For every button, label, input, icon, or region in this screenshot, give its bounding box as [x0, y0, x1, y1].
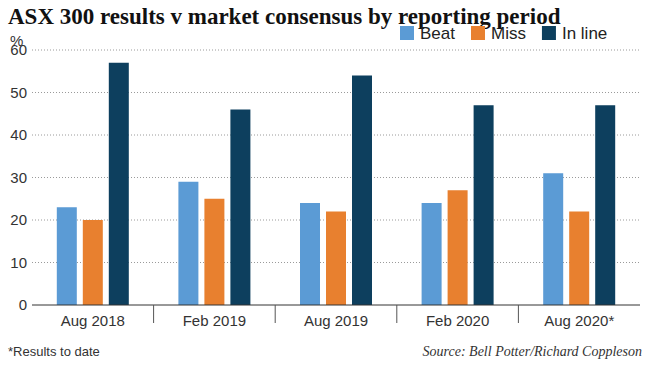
y-tick-label: 40: [10, 126, 27, 143]
category-separator: [275, 305, 276, 323]
y-tick-label: 30: [10, 169, 27, 186]
y-tick-label: 20: [10, 211, 27, 228]
bar: [569, 212, 589, 306]
legend-label: Miss: [491, 24, 526, 43]
bar: [178, 182, 198, 305]
x-tick-label: Aug 2020*: [544, 312, 614, 329]
grid-line: [32, 50, 640, 51]
title: ASX 300 results v market consensus by re…: [8, 4, 561, 29]
bar: [448, 190, 468, 305]
bar: [595, 105, 615, 305]
bar: [300, 203, 320, 305]
category-separator: [518, 305, 519, 323]
bars: [57, 63, 615, 305]
bar: [326, 212, 346, 306]
chart-svg: ASX 300 results v market consensus by re…: [0, 0, 650, 366]
category-separator: [396, 305, 397, 323]
x-tick-label: Feb 2019: [183, 312, 246, 329]
bar: [230, 110, 250, 306]
y-tick-label: 60: [10, 41, 27, 58]
x-tick-label: Aug 2019: [304, 312, 368, 329]
legend-swatch: [542, 26, 556, 40]
bar: [204, 199, 224, 305]
bar: [109, 63, 129, 305]
x-tick-label: Aug 2018: [61, 312, 125, 329]
category-separator: [153, 305, 154, 323]
chart-container: ASX 300 results v market consensus by re…: [0, 0, 650, 366]
legend-swatch: [471, 26, 485, 40]
bar: [543, 173, 563, 305]
legend-swatch: [400, 26, 414, 40]
bar: [422, 203, 442, 305]
bar: [474, 105, 494, 305]
y-tick-label: 0: [19, 296, 27, 313]
x-tick-label: Feb 2020: [426, 312, 489, 329]
y-tick-label: 50: [10, 84, 27, 101]
bar: [57, 207, 77, 305]
y-tick-label: 10: [10, 254, 27, 271]
legend-label: Beat: [420, 24, 455, 43]
footnote: *Results to date: [8, 344, 100, 359]
bar: [83, 220, 103, 305]
source: Source: Bell Potter/Richard Coppleson: [423, 344, 642, 359]
bar: [352, 76, 372, 306]
legend-label: In line: [562, 24, 607, 43]
x-axis: [32, 305, 640, 306]
